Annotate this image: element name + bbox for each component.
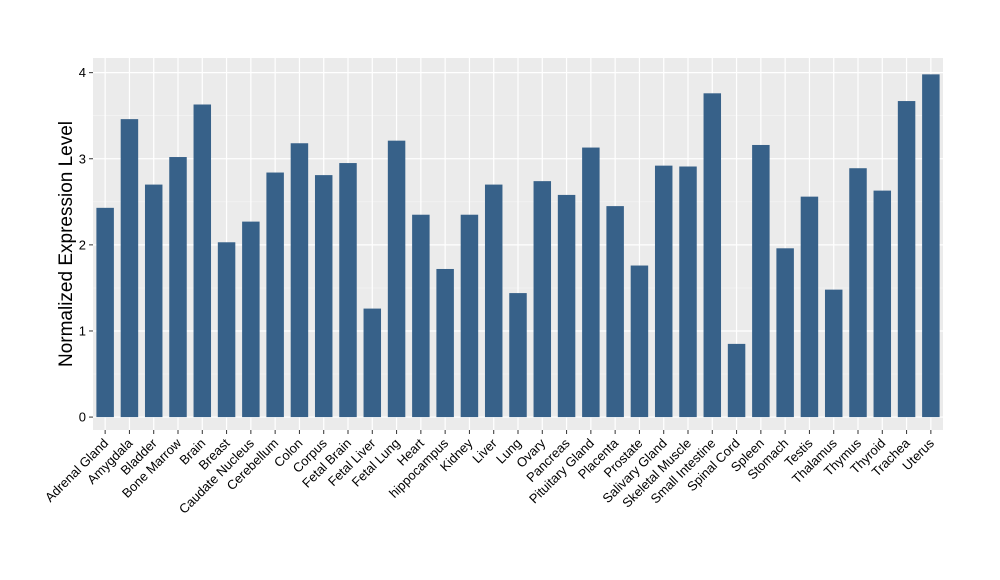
bar xyxy=(533,181,552,418)
y-tick-label: 4 xyxy=(79,65,86,80)
bar xyxy=(484,184,503,418)
bar xyxy=(436,268,454,418)
y-tick-label: 0 xyxy=(79,410,86,425)
bars xyxy=(96,74,940,418)
bar xyxy=(120,119,139,418)
y-tick-label: 1 xyxy=(79,323,86,338)
bar xyxy=(96,207,114,418)
bar xyxy=(849,168,867,418)
x-tick-label: Liver xyxy=(469,435,500,466)
bar xyxy=(169,157,187,418)
bar xyxy=(606,206,624,418)
bar xyxy=(363,308,382,418)
bar xyxy=(242,221,260,418)
bar xyxy=(582,147,600,418)
bar xyxy=(557,194,576,418)
bar xyxy=(290,143,309,418)
bar xyxy=(776,248,794,418)
bar xyxy=(800,196,819,418)
bar xyxy=(654,165,673,418)
y-axis: 0 1 2 3 4 xyxy=(79,65,93,425)
bar xyxy=(266,172,284,418)
bar xyxy=(752,144,770,418)
bar xyxy=(144,184,163,418)
bar xyxy=(824,289,843,418)
bar xyxy=(897,101,916,418)
bar xyxy=(217,242,236,418)
bar xyxy=(679,166,697,418)
bar xyxy=(509,293,527,418)
y-axis-title: Normalized Expression Level xyxy=(56,121,77,367)
bar xyxy=(193,104,212,418)
y-tick-label: 3 xyxy=(79,151,86,166)
bar xyxy=(630,265,649,418)
bar xyxy=(460,214,479,418)
bar xyxy=(703,93,722,418)
bar xyxy=(387,140,406,418)
y-tick-label: 2 xyxy=(79,237,86,252)
bar xyxy=(314,175,333,418)
bar xyxy=(922,74,940,418)
bar xyxy=(873,190,892,418)
bar xyxy=(412,214,430,418)
bar xyxy=(727,343,746,418)
bar xyxy=(339,163,357,418)
